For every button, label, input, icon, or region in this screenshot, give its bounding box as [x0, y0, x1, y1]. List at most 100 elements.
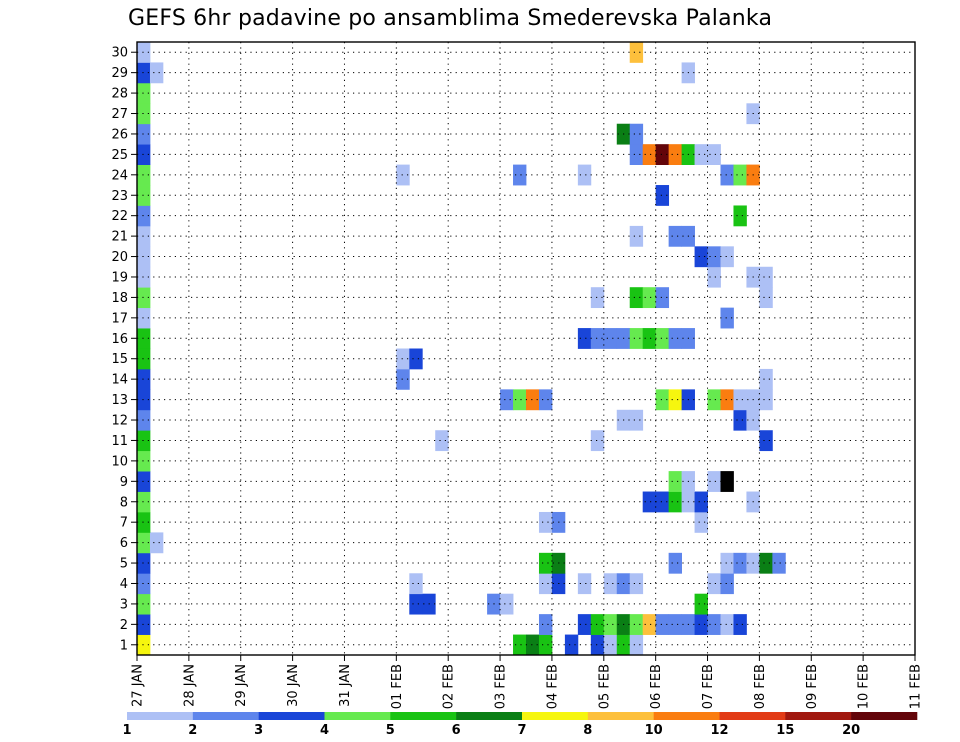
y-tick-label: 27 [111, 107, 128, 122]
heatmap-cell [668, 552, 682, 574]
heatmap-cell [513, 389, 527, 411]
heatmap-cell [500, 389, 514, 411]
legend-swatch [192, 712, 259, 720]
heatmap-cell [707, 246, 721, 268]
heatmap-cell [137, 409, 151, 431]
y-tick-label: 29 [111, 66, 128, 81]
x-tick-label: 07 FEB [701, 664, 716, 709]
heatmap-cell [668, 225, 682, 247]
heatmap-cell [526, 389, 540, 411]
x-tick-label: 31 JAN [338, 664, 353, 707]
heatmap-cell [137, 532, 151, 554]
heatmap-cell [538, 573, 553, 595]
heatmap-cell [655, 491, 670, 513]
heatmap-cell [759, 552, 773, 574]
legend-label: 8 [583, 723, 592, 738]
heatmap-cell [577, 573, 592, 595]
legend-label: 4 [320, 723, 329, 738]
y-tick-label: 19 [111, 270, 128, 285]
heatmap-cell [707, 266, 721, 288]
y-tick-label: 2 [120, 618, 128, 633]
heatmap-cell [694, 614, 708, 635]
legend-swatch [324, 712, 391, 720]
heatmap-cell [720, 307, 734, 329]
chart-title: GEFS 6hr padavine po ansamblima Smederev… [128, 6, 773, 31]
heatmap-cell [137, 389, 151, 411]
y-tick-label: 30 [111, 46, 128, 61]
heatmap-cell [720, 246, 734, 268]
heatmap-cell [409, 348, 423, 370]
heatmap-cell [642, 144, 657, 165]
heatmap-cell [603, 634, 618, 656]
legend-label: 15 [776, 723, 794, 738]
x-tick-label: 29 JAN [234, 664, 249, 707]
x-tick-label: 10 FEB [857, 664, 872, 709]
heatmap-cell [137, 185, 151, 206]
legend-label: 12 [710, 723, 728, 738]
y-tick-label: 28 [111, 87, 128, 102]
y-tick-label: 23 [111, 189, 128, 204]
heatmap-cell [694, 144, 708, 165]
heatmap-cell [137, 511, 151, 533]
heatmap-cell [603, 328, 618, 349]
heatmap-cell [642, 491, 657, 513]
heatmap-cell [642, 328, 657, 349]
heatmap-cell [655, 185, 670, 206]
legend-swatch [258, 712, 325, 720]
heatmap-cell [137, 144, 151, 165]
heatmap-cell [629, 409, 644, 431]
heatmap-cell [137, 593, 151, 615]
x-tick-label: 28 JAN [182, 664, 197, 707]
heatmap-cell [655, 328, 670, 349]
heatmap-cell [538, 511, 553, 533]
heatmap-cell [733, 552, 747, 574]
heatmap-cell [137, 82, 151, 104]
heatmap-cell [149, 532, 164, 554]
heatmap-cell [733, 164, 747, 186]
axis-layer: 1234567891011121314151617181920212223242… [111, 41, 924, 709]
heatmap-cell [707, 573, 721, 595]
y-tick-label: 12 [111, 414, 128, 429]
heatmap-cell [137, 205, 151, 227]
heatmap-cell [149, 62, 164, 84]
heatmap-cell [538, 614, 553, 635]
heatmap-cell [720, 389, 734, 411]
legend-layer: 1 2 3 4 5 6 7 8 10 12 15 20 [122, 712, 918, 738]
heatmap-cell [759, 389, 773, 411]
heatmap-cell [655, 144, 670, 165]
heatmap-cell [409, 593, 423, 615]
legend-swatch [587, 712, 654, 720]
y-tick-label: 16 [111, 332, 128, 347]
y-tick-label: 20 [111, 250, 128, 265]
heatmap-cell [137, 246, 151, 268]
x-tick-label: 05 FEB [597, 664, 612, 709]
x-tick-label: 04 FEB [545, 664, 560, 709]
heatmap-cell [590, 287, 605, 309]
cells-layer [137, 42, 786, 656]
legend-swatch [719, 712, 786, 720]
heatmap-cell [137, 164, 151, 186]
heatmap-cell [590, 430, 605, 452]
heatmap-cell [500, 593, 514, 615]
heatmap-cell [759, 368, 773, 390]
heatmap-cell [137, 573, 151, 595]
x-tick-label: 09 FEB [805, 664, 820, 709]
heatmap-cell [513, 634, 527, 656]
heatmap-cell [720, 552, 734, 574]
y-tick-label: 13 [111, 393, 128, 408]
heatmap-cell [629, 42, 644, 63]
y-tick-label: 15 [111, 352, 128, 367]
heatmap-cell [396, 348, 410, 370]
heatmap-cell [720, 614, 734, 635]
heatmap-cell [668, 491, 682, 513]
heatmap-cell [707, 471, 721, 492]
heatmap-cell [668, 471, 682, 492]
heatmap-cell [694, 491, 708, 513]
y-tick-label: 11 [111, 434, 128, 449]
heatmap-cell [629, 144, 644, 165]
heatmap-cell [409, 573, 423, 595]
x-tick-label: 06 FEB [649, 664, 664, 709]
heatmap-cell [137, 42, 151, 63]
y-tick-label: 25 [111, 148, 128, 163]
